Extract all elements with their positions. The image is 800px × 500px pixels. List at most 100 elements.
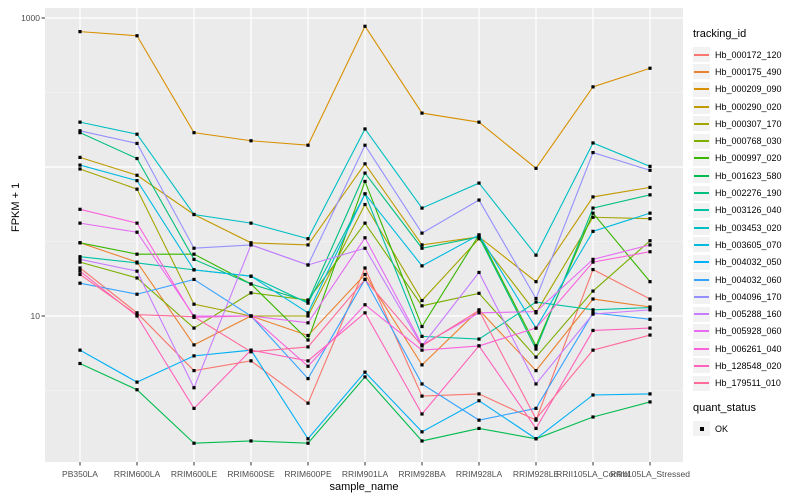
data-point (477, 418, 481, 422)
data-point (306, 359, 310, 363)
data-point (135, 141, 139, 146)
legend-item-label: Hb_004032_050 (715, 257, 782, 268)
legend-key-line-icon (693, 341, 710, 357)
y-tick-label: 1000 (21, 13, 40, 23)
data-point (648, 297, 652, 301)
data-point (648, 239, 652, 243)
legend-item: Hb_000175_490 (693, 63, 800, 80)
data-point (534, 280, 538, 284)
legend-item-label: Hb_005928_060 (715, 326, 782, 337)
data-point (363, 143, 367, 147)
data-point (420, 344, 424, 348)
legend-item-label: Hb_000175_490 (715, 66, 782, 77)
data-point (420, 231, 424, 235)
data-point (534, 347, 538, 351)
data-point (648, 243, 652, 247)
data-point (192, 386, 196, 390)
legend-item: Hb_000209_090 (693, 81, 800, 98)
data-point (477, 120, 481, 124)
data-point (306, 441, 310, 445)
x-tick-label: PB350LA (62, 469, 98, 479)
data-point (78, 207, 82, 211)
x-tick-label: RRII105LA_Control (556, 469, 630, 479)
data-point (78, 221, 82, 225)
data-point (420, 430, 424, 434)
data-point (591, 211, 595, 215)
data-point (534, 406, 538, 410)
data-point (648, 193, 652, 197)
legend-item: Hb_005928_060 (693, 323, 800, 340)
legend-item-label: Hb_004096_170 (715, 291, 782, 302)
data-point (135, 230, 139, 234)
data-point (135, 313, 139, 317)
legend-key-point-icon (693, 421, 710, 437)
legend-item-label: Hb_001623_580 (715, 170, 782, 181)
data-point (363, 272, 367, 277)
data-point (78, 281, 82, 285)
data-point (192, 268, 196, 272)
data-point (477, 308, 481, 313)
data-point (534, 355, 538, 359)
legend-item: Hb_000172_120 (693, 46, 800, 63)
data-point (78, 272, 82, 277)
legend-item: Hb_006261_040 (693, 340, 800, 357)
data-point (420, 304, 424, 308)
data-point (648, 326, 652, 330)
data-point (420, 243, 424, 247)
legend-item: Hb_000997_020 (693, 150, 800, 167)
data-point (534, 426, 538, 431)
data-point (534, 166, 538, 170)
data-point (192, 354, 196, 358)
data-point (591, 393, 595, 397)
legend-item-label: Hb_003605_070 (715, 239, 782, 250)
data-point (192, 326, 196, 330)
data-point (648, 392, 652, 396)
x-tick-label: RRII105LA_Stressed (610, 469, 690, 479)
legend-key-line-icon (693, 185, 710, 201)
data-point (192, 257, 196, 261)
data-point (192, 369, 196, 373)
legend-key-line-icon (693, 47, 710, 63)
data-point (78, 120, 82, 124)
data-point (420, 246, 424, 250)
data-point (477, 198, 481, 202)
data-point (363, 171, 367, 175)
data-point (306, 437, 310, 441)
data-point (78, 361, 82, 366)
data-point (591, 229, 595, 233)
data-point (477, 235, 481, 239)
data-point (534, 310, 538, 314)
data-point (306, 237, 310, 241)
legend-key-line-icon (693, 99, 710, 115)
data-point (591, 348, 595, 352)
data-point (363, 221, 367, 225)
data-point (306, 333, 310, 338)
data-point (135, 252, 139, 256)
data-point (192, 277, 196, 282)
data-point (591, 289, 595, 293)
data-point (192, 343, 196, 347)
data-point (78, 269, 82, 273)
data-point (363, 202, 367, 207)
x-tick-label: RRIM928BA (398, 469, 446, 479)
data-point (477, 337, 481, 341)
data-point (249, 359, 253, 363)
data-point (249, 350, 253, 354)
data-point (135, 156, 139, 161)
data-point (420, 382, 424, 386)
data-point (363, 236, 367, 240)
data-point (477, 392, 481, 396)
legend-item-label: Hb_128548_020 (715, 360, 782, 371)
legend-item: Hb_003605_070 (693, 236, 800, 253)
data-point (306, 401, 310, 405)
data-point (249, 274, 253, 278)
data-point (648, 66, 652, 70)
legend-item-label: Hb_000307_170 (715, 118, 782, 129)
legend-item-label: Hb_000997_020 (715, 153, 782, 164)
x-tick-label: RRIM600PE (284, 469, 332, 479)
data-point (534, 296, 538, 301)
data-point (534, 417, 538, 421)
legend-key-line-icon (693, 64, 710, 80)
data-point (135, 179, 139, 183)
